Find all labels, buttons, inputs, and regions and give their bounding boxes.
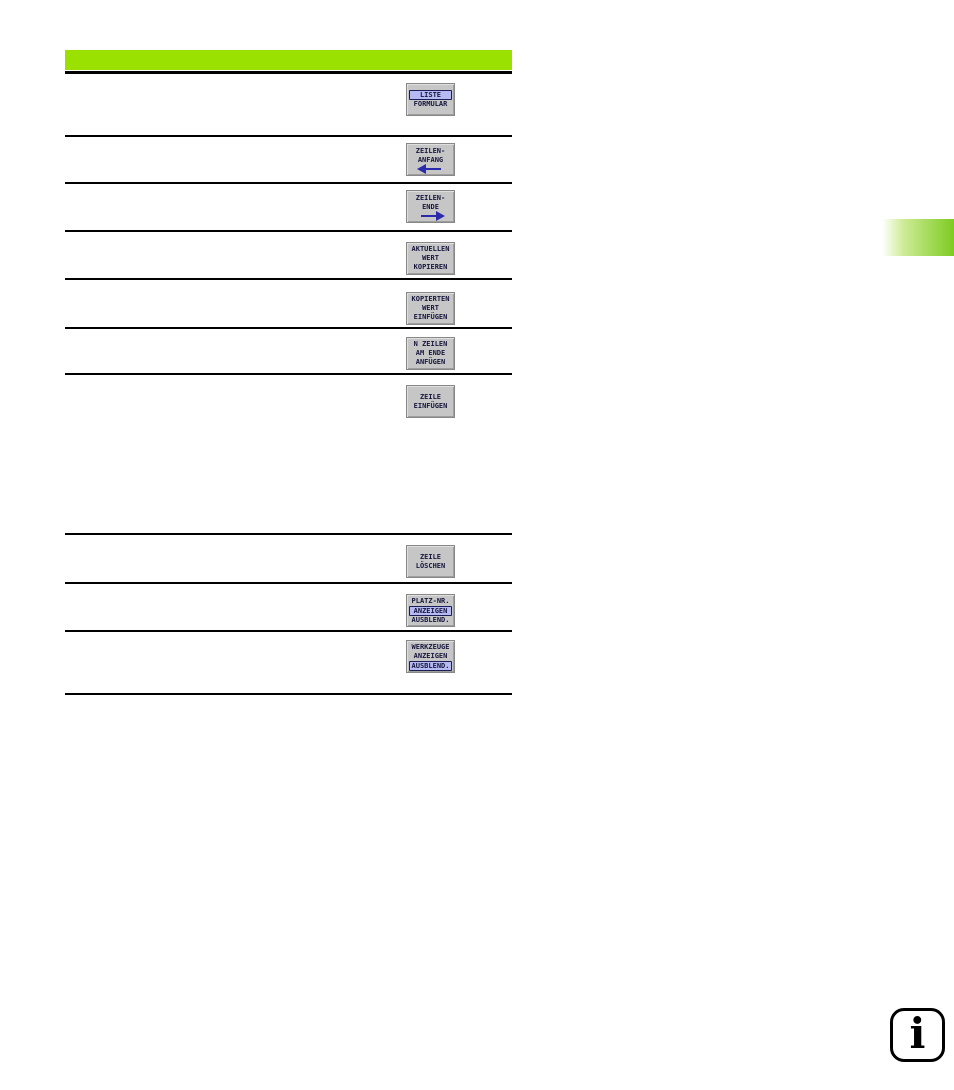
softkey-label: N ZEILEN <box>413 340 448 348</box>
softkey-label: KOPIEREN <box>413 263 448 271</box>
chapter-side-tab <box>882 219 954 256</box>
header-rule <box>65 71 512 74</box>
softkey-label: EINFÜGEN <box>413 401 448 410</box>
table-row: WERKZEUGE ANZEIGEN AUSBLEND. <box>65 632 512 695</box>
arrow-right-icon <box>420 211 445 221</box>
table-row: KOPIERTEN WERT EINFÜGEN <box>65 280 512 329</box>
softkey-aktuellen-wert-kopieren[interactable]: AKTUELLEN WERT KOPIEREN <box>406 242 455 275</box>
table-row: ZEILE LÖSCHEN <box>65 535 512 584</box>
softkey-label: EINFÜGEN <box>413 313 448 321</box>
info-icon: i <box>890 1008 945 1062</box>
softkey-label-selected: LISTE <box>409 90 452 100</box>
softkey-zeilen-anfang[interactable]: ZEILEN- ANFANG <box>406 143 455 176</box>
table-row: ZEILEN- ENDE <box>65 184 512 232</box>
softkey-label: ENDE <box>422 203 439 211</box>
softkey-label: WERT <box>422 304 439 312</box>
softkey-label: KOPIERTEN <box>411 295 450 303</box>
softkey-label: ANFANG <box>417 156 444 164</box>
softkey-label-selected: ANZEIGEN <box>409 605 452 616</box>
softkey-label: ZEILEN- <box>415 194 446 202</box>
softkey-kopierten-wert-einfuegen[interactable]: KOPIERTEN WERT EINFÜGEN <box>406 292 455 325</box>
softkey-label: AM ENDE <box>415 349 446 357</box>
softkey-label: FORMULAR <box>413 100 448 108</box>
softkey-label: ANFÜGEN <box>415 358 446 366</box>
softkey-label: AUSBLEND. <box>411 615 450 624</box>
softkey-label: ZEILE <box>419 392 442 401</box>
table-row: AKTUELLEN WERT KOPIEREN <box>65 232 512 280</box>
table-row: ZEILE EINFÜGEN <box>65 375 512 535</box>
table-row: N ZEILEN AM ENDE ANFÜGEN <box>65 329 512 375</box>
softkey-label: ZEILE <box>419 552 442 561</box>
softkey-platz-nr-anzeigen-ausblend[interactable]: PLATZ-NR. ANZEIGEN AUSBLEND. <box>406 594 455 627</box>
softkey-zeile-einfuegen[interactable]: ZEILE EINFÜGEN <box>406 385 455 418</box>
softkey-n-zeilen-am-ende-anfuegen[interactable]: N ZEILEN AM ENDE ANFÜGEN <box>406 337 455 370</box>
chapter-header-bar <box>65 50 512 70</box>
softkey-label: AKTUELLEN <box>411 245 450 253</box>
softkey-zeile-loeschen[interactable]: ZEILE LÖSCHEN <box>406 545 455 578</box>
softkey-label: LÖSCHEN <box>415 561 446 570</box>
softkey-liste-formular[interactable]: LISTE FORMULAR <box>406 83 455 116</box>
softkey-label: PLATZ-NR. <box>411 596 450 605</box>
softkey-werkzeuge-anzeigen-ausblend[interactable]: WERKZEUGE ANZEIGEN AUSBLEND. <box>406 640 455 673</box>
softkey-label: ANZEIGEN <box>413 651 448 660</box>
softkey-label: WERT <box>422 254 439 262</box>
table-row: LISTE FORMULAR <box>65 74 512 137</box>
softkey-zeilen-ende[interactable]: ZEILEN- ENDE <box>406 190 455 223</box>
table-row: ZEILEN- ANFANG <box>65 137 512 184</box>
arrow-left-icon <box>416 164 441 174</box>
softkey-label-selected: AUSBLEND. <box>409 660 452 671</box>
info-glyph: i <box>909 1009 926 1058</box>
softkey-table: LISTE FORMULAR ZEILEN- ANFANG ZEILEN- EN… <box>65 74 512 695</box>
table-row: PLATZ-NR. ANZEIGEN AUSBLEND. <box>65 584 512 632</box>
softkey-label: WERKZEUGE <box>411 642 450 651</box>
softkey-label: ZEILEN- <box>415 147 446 155</box>
